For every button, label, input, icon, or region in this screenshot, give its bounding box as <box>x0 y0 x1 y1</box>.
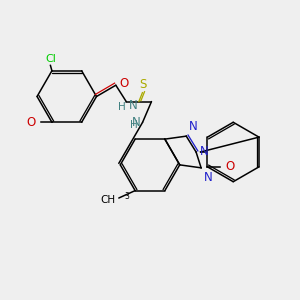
Text: N: N <box>132 116 141 130</box>
Text: O: O <box>225 160 235 173</box>
Text: N: N <box>203 171 212 184</box>
Text: O: O <box>119 77 129 90</box>
Text: N: N <box>129 99 137 112</box>
Text: N: N <box>189 120 197 133</box>
Text: 3: 3 <box>125 192 130 201</box>
Text: Cl: Cl <box>45 54 56 64</box>
Text: S: S <box>140 78 147 91</box>
Text: N: N <box>200 146 208 158</box>
Text: O: O <box>26 116 36 129</box>
Text: H: H <box>118 102 126 112</box>
Text: H: H <box>130 120 138 130</box>
Text: CH: CH <box>100 194 115 205</box>
